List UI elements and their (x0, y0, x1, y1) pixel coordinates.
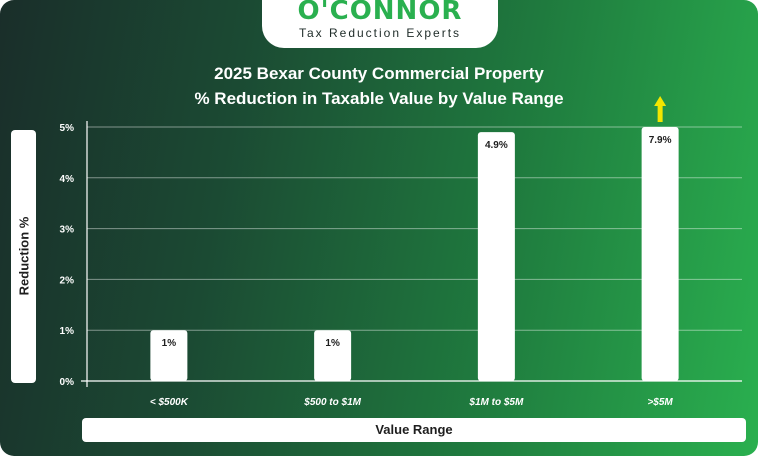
x-category-label: $1M to $5M (468, 397, 524, 408)
bar-data-label: 1% (162, 338, 177, 349)
brand-tagline: Tax Reduction Experts (298, 26, 462, 40)
bar (314, 330, 352, 381)
bar-data-label: 7.9% (649, 135, 672, 146)
brand-name: O'CONNOR (297, 0, 463, 26)
bar-data-label: 4.9% (485, 140, 508, 151)
y-tick-label: 0% (60, 377, 75, 388)
y-tick-label: 1% (60, 326, 75, 337)
bar (150, 330, 188, 381)
x-category-label: < $500K (150, 397, 189, 408)
bar-data-label: 1% (325, 338, 340, 349)
y-tick-label: 3% (60, 225, 75, 236)
overflow-arrow-up-icon (654, 96, 667, 122)
y-tick-label: 5% (60, 123, 75, 134)
brand-logo: O'CONNOR Tax Reduction Experts (262, 0, 498, 48)
y-axis-label-box (11, 130, 36, 383)
y-tick-label: 2% (60, 275, 75, 286)
bar (477, 132, 515, 381)
chart-subtitle: % Reduction in Taxable Value by Value Ra… (194, 89, 564, 108)
chart-title: 2025 Bexar County Commercial Property (214, 64, 544, 83)
x-category-label: $500 to $1M (303, 397, 361, 408)
x-axis-label: Value Range (82, 418, 746, 442)
x-category-label: >$5M (647, 397, 673, 408)
bar (641, 127, 679, 381)
y-tick-label: 4% (60, 174, 75, 185)
